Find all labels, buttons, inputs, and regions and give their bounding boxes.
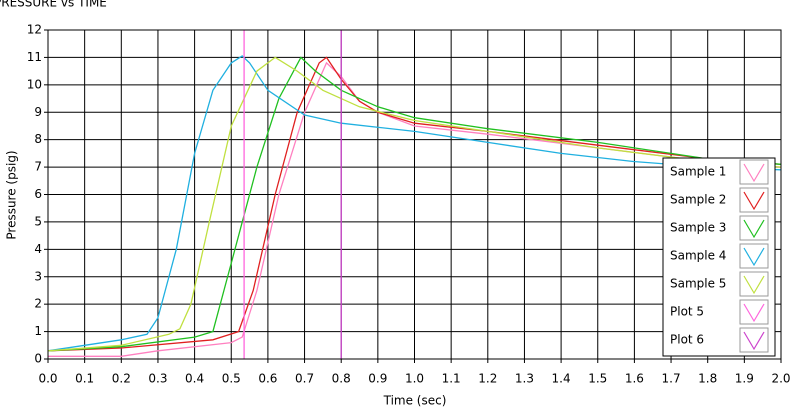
- legend-swatch: [743, 191, 765, 211]
- y-tick-label: 12: [27, 23, 42, 37]
- series-line: [47, 56, 782, 352]
- y-tick-label: 1: [34, 324, 42, 338]
- y-tick-label: 7: [34, 160, 42, 174]
- x-tick-label: 2.0: [771, 372, 790, 386]
- y-tick-label: 2: [34, 297, 42, 311]
- x-tick-label: 1.0: [405, 372, 424, 386]
- x-tick-label: 0.2: [112, 372, 131, 386]
- x-tick-label: 0.8: [332, 372, 351, 386]
- x-tick-label: 1.8: [698, 372, 717, 386]
- legend-swatch: [743, 163, 765, 183]
- legend-swatch: [743, 303, 765, 323]
- y-tick-label: 0: [34, 352, 42, 366]
- y-tick-label: 6: [34, 187, 42, 201]
- legend-label: Plot 5: [670, 305, 704, 319]
- y-tick-label: 4: [34, 242, 42, 256]
- x-tick-label: 1.9: [735, 372, 754, 386]
- legend-swatch: [743, 247, 765, 267]
- legend-swatch: [743, 331, 765, 351]
- legend-label: Sample 3: [670, 221, 726, 235]
- y-tick-label: 3: [34, 269, 42, 283]
- x-tick-label: 0.0: [38, 372, 57, 386]
- y-tick-label: 5: [34, 214, 42, 228]
- x-tick-label: 1.3: [515, 372, 534, 386]
- y-axis-title: Pressure (psig): [5, 150, 19, 239]
- legend-label: Plot 6: [670, 333, 704, 347]
- x-tick-label: 0.9: [368, 372, 387, 386]
- legend-swatch: [743, 219, 765, 239]
- y-tick-label: 11: [27, 50, 42, 64]
- legend-label: Sample 1: [670, 165, 726, 179]
- x-tick-label: 0.6: [258, 372, 277, 386]
- x-tick-label: 1.6: [625, 372, 644, 386]
- series-line: [47, 56, 782, 352]
- legend-swatch: [743, 275, 765, 295]
- series-line: [47, 55, 782, 352]
- x-tick-label: 1.5: [588, 372, 607, 386]
- x-tick-label: 0.5: [222, 372, 241, 386]
- x-tick-label: 0.4: [185, 372, 204, 386]
- x-tick-label: 1.7: [662, 372, 681, 386]
- y-tick-label: 8: [34, 132, 42, 146]
- legend-label: Sample 5: [670, 277, 726, 291]
- series-line: [48, 61, 782, 357]
- x-tick-label: 0.3: [148, 372, 167, 386]
- x-tick-label: 1.4: [552, 372, 571, 386]
- legend-label: Sample 4: [670, 249, 726, 263]
- x-axis-title: Time (sec): [383, 394, 447, 408]
- x-tick-label: 1.1: [442, 372, 461, 386]
- x-tick-label: 0.7: [295, 372, 314, 386]
- series-line: [47, 56, 782, 352]
- plot-border: [47, 29, 782, 360]
- x-tick-label: 1.2: [478, 372, 497, 386]
- x-tick-label: 0.1: [75, 372, 94, 386]
- chart-title: PRESSURE vs TIME: [0, 0, 107, 10]
- y-tick-label: 9: [34, 105, 42, 119]
- y-tick-label: 10: [27, 77, 42, 91]
- legend-label: Sample 2: [670, 193, 726, 207]
